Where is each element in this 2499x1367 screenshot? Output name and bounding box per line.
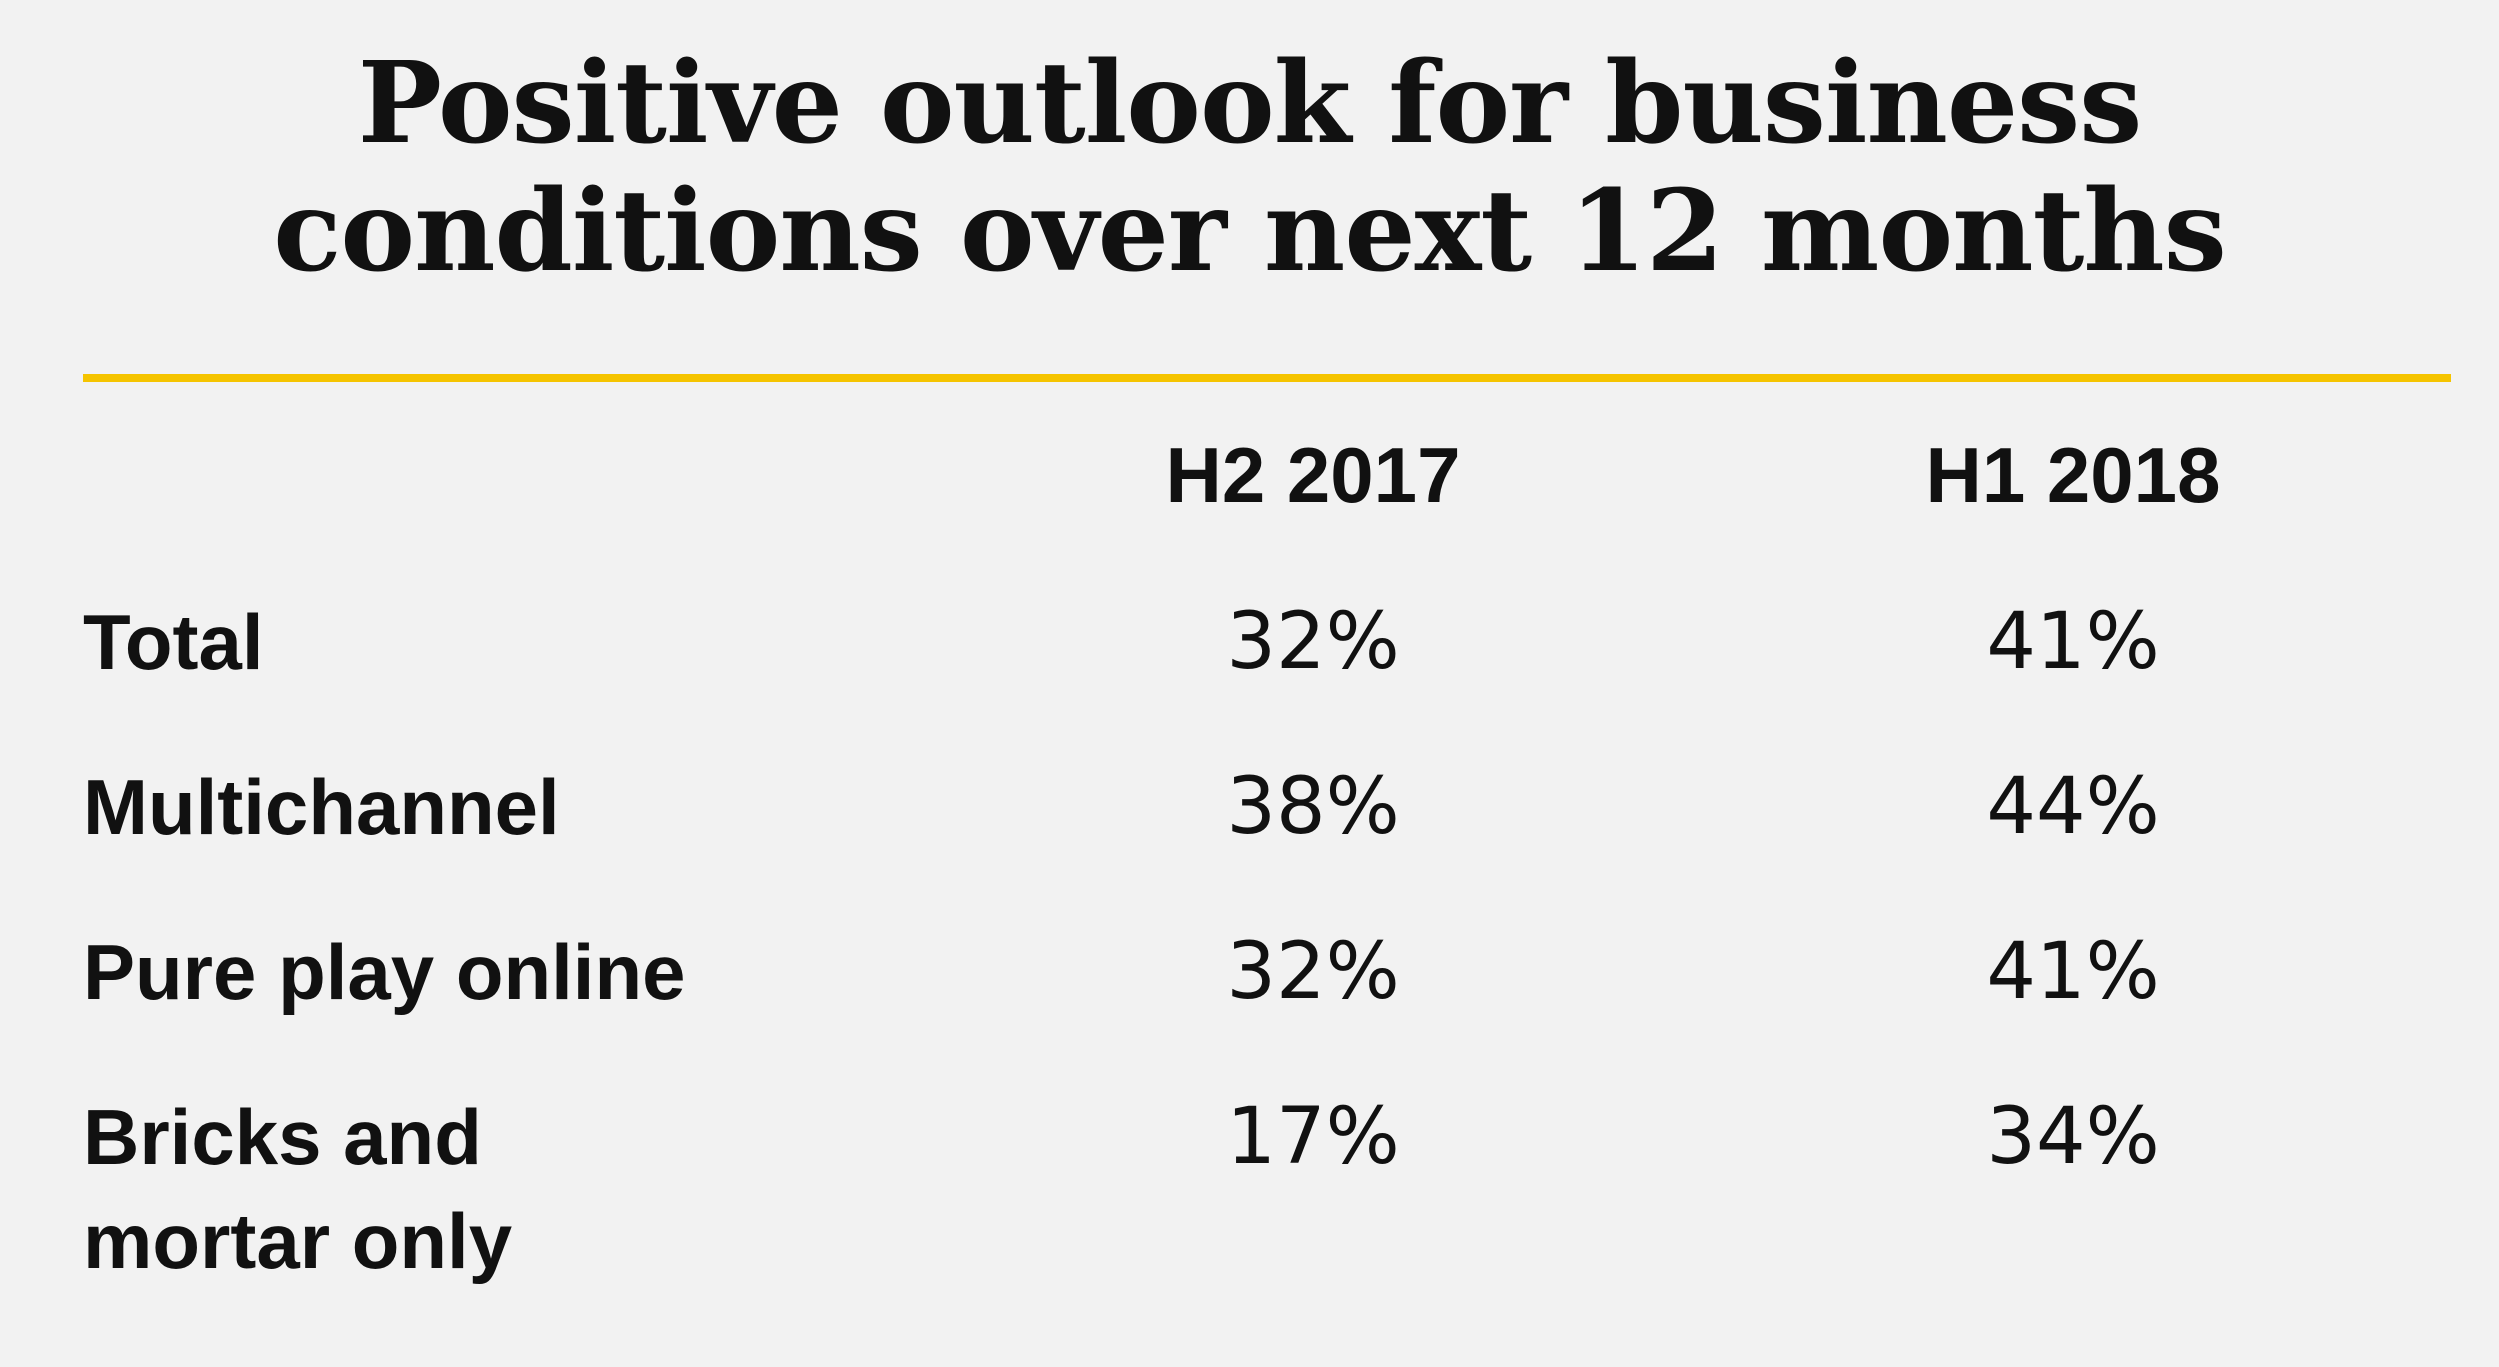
table-cell: 44%: [1986, 762, 2160, 852]
column-header: H2 2017: [1165, 431, 1461, 519]
column-header: H1 2018: [1925, 431, 2221, 519]
row-label-line: Bricks and: [83, 1093, 482, 1181]
table-cell: 34%: [1986, 1092, 2160, 1182]
table-cell: 38%: [1226, 762, 1400, 852]
chart-title-line-2: conditions over next 12 months: [273, 166, 2227, 297]
row-label-line: Total: [83, 598, 264, 686]
table-cell: 41%: [1986, 927, 2160, 1017]
table-cell: 32%: [1226, 597, 1400, 687]
chart-title: Positive outlook for business conditions…: [0, 40, 2499, 296]
table-cell: 41%: [1986, 597, 2160, 687]
row-label-line: Multichannel: [83, 763, 560, 851]
row-label: Total: [83, 590, 803, 694]
table-cell: 32%: [1226, 927, 1400, 1017]
row-label: Multichannel: [83, 755, 803, 859]
row-label: Bricks and mortar only: [83, 1085, 803, 1293]
row-label: Pure play online: [83, 920, 803, 1024]
row-label-line: Pure play online: [83, 928, 686, 1016]
chart-title-line-1: Positive outlook for business: [357, 38, 2143, 169]
row-label-line: mortar only: [83, 1197, 513, 1285]
table-cell: 17%: [1226, 1092, 1400, 1182]
title-divider: [83, 374, 2451, 382]
